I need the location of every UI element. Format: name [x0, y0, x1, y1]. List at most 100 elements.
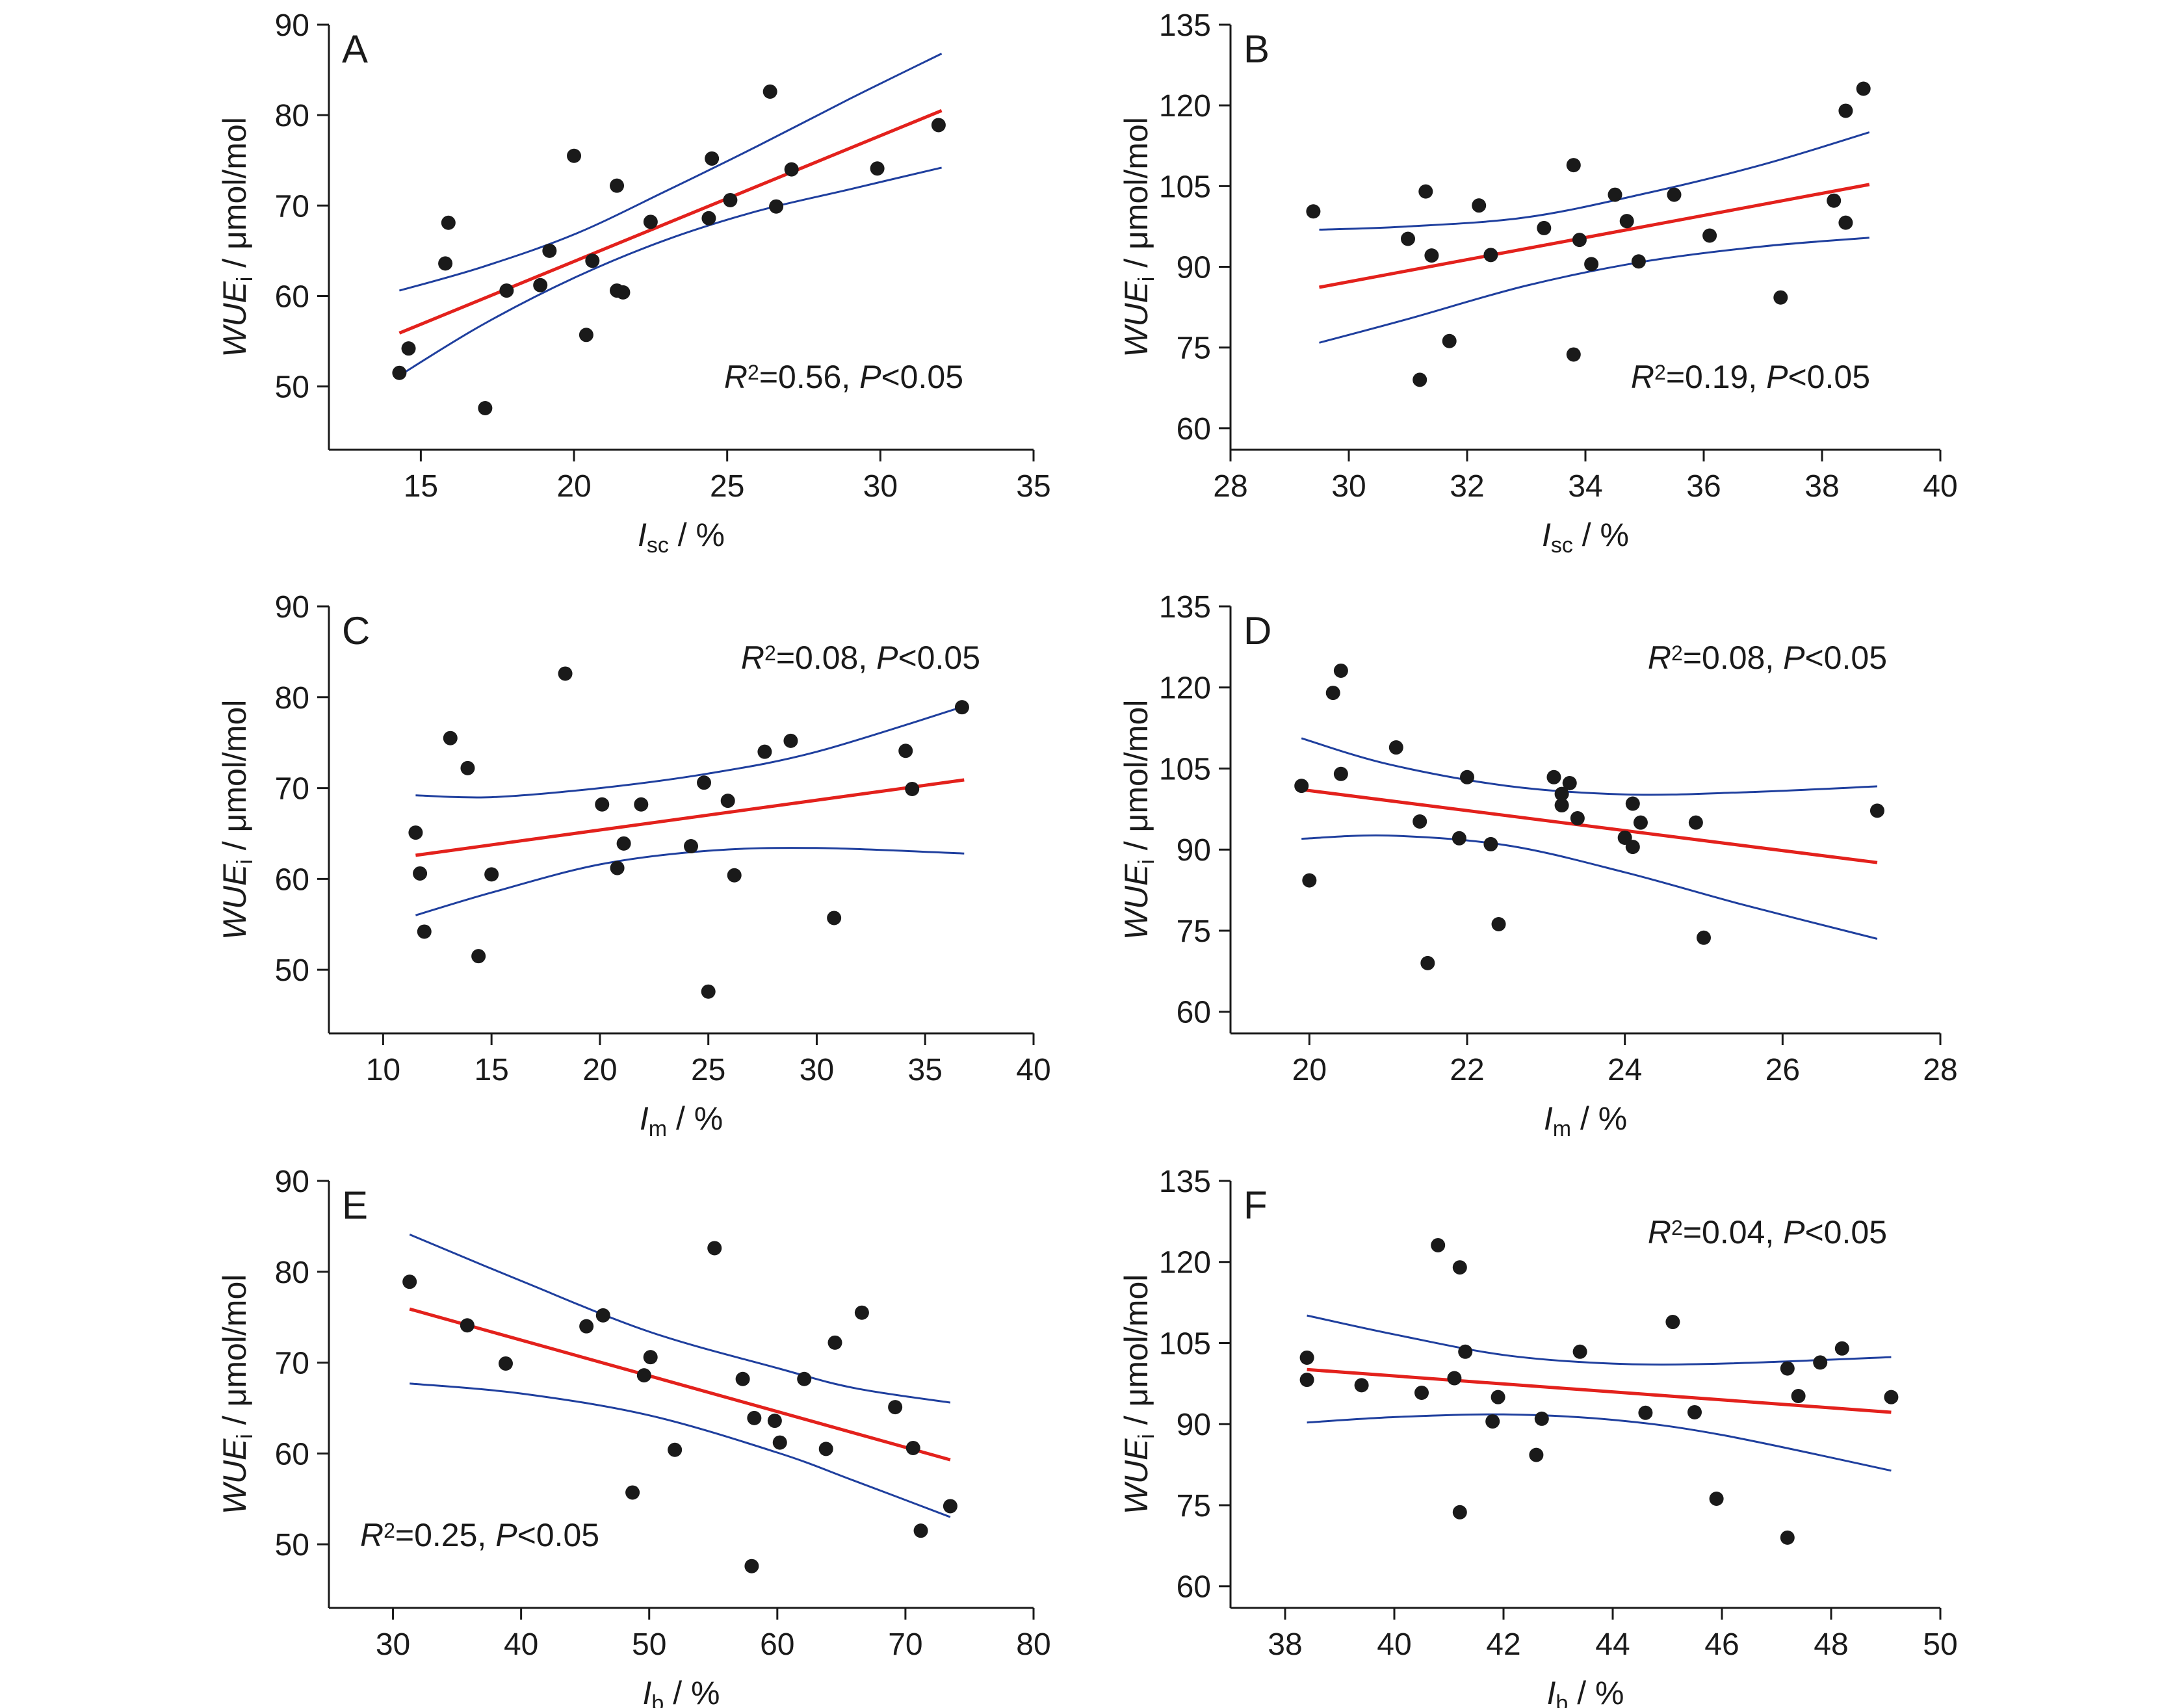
data-point: [757, 744, 772, 759]
data-point: [1813, 1355, 1828, 1370]
x-tick-label: 25: [710, 469, 744, 504]
data-point: [1687, 1404, 1702, 1419]
y-axis-label-sub: i: [1134, 1434, 1159, 1439]
data-point: [1780, 1361, 1795, 1376]
stat-r-superscript: 2: [764, 641, 776, 665]
data-point: [1566, 158, 1581, 173]
x-axis-label: Isc / %: [1542, 517, 1629, 558]
ci-lower-line: [410, 1382, 951, 1518]
x-tick-label: 24: [1608, 1053, 1642, 1087]
data-point: [643, 214, 658, 229]
stat-r-value: =0.19,: [1666, 359, 1766, 395]
data-point: [898, 744, 913, 758]
y-axis-label-unit: / μmol/mol: [216, 700, 253, 860]
data-point: [905, 1440, 920, 1455]
x-tick-label: 30: [376, 1627, 410, 1662]
regression-line: [398, 109, 943, 335]
data-point: [413, 866, 428, 881]
y-axis-label: WUEi / μmol/mol: [1118, 1275, 1159, 1515]
ci-upper-line: [398, 53, 943, 292]
y-tick-label: 80: [275, 1256, 309, 1290]
stat-annotation: R2=0.25, P<0.05: [360, 1517, 599, 1553]
stat-p-value: <0.05: [898, 640, 980, 676]
y-tick-label: 105: [1159, 752, 1211, 786]
x-axis-label-main: I: [1547, 1675, 1556, 1708]
panel-e: 50 60 70 80 90 30 40 50 60 70 80 WUEi / μmol/mol Ib …: [216, 1165, 1051, 1708]
x-axis-label: Ib / %: [643, 1675, 720, 1708]
data-point: [772, 1435, 787, 1450]
data-point: [1537, 220, 1552, 235]
x-tick-label: 40: [504, 1627, 538, 1662]
x-tick-label: 60: [760, 1627, 794, 1662]
data-point: [408, 825, 423, 840]
data-point: [1325, 686, 1340, 701]
x-tick-label: 40: [1016, 1053, 1050, 1087]
data-point: [1333, 766, 1348, 781]
x-axis-label-unit: / %: [664, 1675, 720, 1708]
y-axis-label: WUEi / μmol/mol: [216, 700, 257, 940]
y-axis-label-unit: / μmol/mol: [216, 1275, 253, 1434]
stat-annotation: R2=0.19, P<0.05: [1631, 359, 1870, 395]
stat-r-superscript: 2: [1671, 1216, 1683, 1239]
data-point: [499, 283, 514, 298]
data-point: [888, 1400, 903, 1415]
regression-line: [1319, 183, 1870, 289]
ci-lower-line: [1301, 834, 1878, 940]
y-tick-label: 105: [1159, 170, 1211, 204]
panel-letter: C: [342, 609, 370, 653]
data-point: [1665, 1315, 1680, 1330]
ci-upper-line: [409, 1234, 951, 1404]
data-point: [498, 1356, 513, 1371]
panel-letter: F: [1244, 1184, 1268, 1227]
y-tick-label: 50: [275, 1528, 309, 1562]
data-point: [1884, 1390, 1899, 1404]
y-tick-label: 90: [275, 590, 309, 625]
x-tick-label: 50: [632, 1627, 666, 1662]
data-point: [558, 666, 573, 681]
data-point: [1491, 1390, 1505, 1404]
data-point: [767, 1414, 782, 1429]
x-axis-label-sub: b: [651, 1691, 664, 1708]
data-point: [668, 1442, 683, 1457]
y-tick-label: 135: [1159, 1165, 1211, 1199]
y-tick-label: 70: [275, 189, 309, 224]
data-point: [636, 1368, 651, 1383]
x-tick-label: 30: [800, 1053, 834, 1087]
data-point: [1780, 1530, 1795, 1545]
y-tick-label: 90: [1177, 833, 1211, 868]
data-point: [705, 151, 720, 166]
x-axis-label-unit: / %: [1571, 1100, 1627, 1137]
stat-r-superscript: 2: [1654, 361, 1666, 384]
x-axis-label-main: I: [643, 1675, 652, 1708]
data-point: [1546, 770, 1561, 784]
data-point: [1608, 187, 1622, 202]
y-axis-label-sub: i: [1134, 277, 1159, 282]
y-axis-label-main: WUE: [1118, 281, 1154, 357]
x-axis-label: Ib / %: [1547, 1675, 1624, 1708]
data-point: [625, 1485, 640, 1500]
x-tick-label: 40: [1923, 469, 1957, 504]
data-point: [723, 192, 738, 207]
data-point: [1554, 786, 1569, 801]
data-point: [402, 1275, 417, 1289]
y-tick-label: 75: [1177, 1489, 1211, 1523]
data-point: [1414, 1386, 1429, 1401]
data-point: [1424, 248, 1439, 263]
data-point: [1631, 254, 1646, 269]
y-tick-label: 50: [275, 953, 309, 988]
data-point: [441, 215, 456, 230]
data-point: [1458, 1344, 1473, 1359]
panel-f: 60 75 90 105 120 135 38 40 42 44 46 48 50 WUEi / μmol…: [1118, 1165, 1958, 1708]
data-point: [1306, 204, 1321, 219]
y-tick-label: 60: [275, 279, 309, 314]
stat-r-superscript: 2: [748, 361, 759, 384]
y-tick-label: 80: [275, 681, 309, 716]
y-tick-label: 135: [1159, 8, 1211, 43]
x-axis-label-sub: m: [1553, 1117, 1571, 1141]
data-point: [1418, 184, 1433, 199]
panel-a: 50 60 70 80 90 15 20 25 30 35 WUEi / μmol/mol Isc /…: [216, 8, 1051, 558]
x-axis-label-unit: / %: [1568, 1675, 1624, 1708]
stat-p-value: <0.05: [517, 1517, 600, 1553]
x-tick-label: 30: [863, 469, 898, 504]
